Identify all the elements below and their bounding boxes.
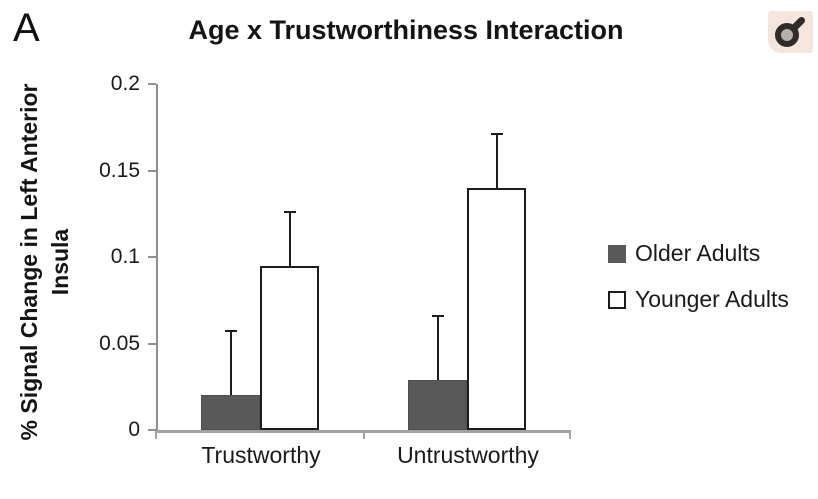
legend-item-older-adults: Older Adults <box>608 240 789 267</box>
bar-younger-adults-untrustworthy <box>467 187 526 430</box>
legend-swatch-older-adults <box>608 244 626 263</box>
x-axis-tick-1 <box>363 433 365 439</box>
legend-label-younger-adults: Younger Adults <box>635 286 789 312</box>
x-category-label-untrustworthy: Untrustworthy <box>397 442 539 468</box>
legend-swatch-younger-adults <box>608 290 626 309</box>
error-bar-cap-older-adults-trustworthy <box>224 330 237 333</box>
legend: Older Adults Younger Adults <box>608 240 789 313</box>
x-category-label-trustworthy: Trustworthy <box>201 442 321 468</box>
error-bar-cap-older-adults-untrustworthy <box>431 314 444 317</box>
x-axis-tick-0 <box>155 433 157 439</box>
bar-younger-adults-trustworthy <box>260 265 319 430</box>
error-bar-younger-adults-untrustworthy <box>495 134 498 188</box>
error-bar-younger-adults-trustworthy <box>288 212 291 266</box>
x-axis-tick-2 <box>569 433 571 439</box>
male-symbol-icon <box>768 11 813 53</box>
error-bar-older-adults-trustworthy <box>229 331 232 396</box>
bar-older-adults-trustworthy <box>201 395 260 430</box>
y-axis-title-line1: % Signal Change in Left Anterior <box>15 83 42 441</box>
y-tick-label-2: 0.1 <box>110 245 140 268</box>
y-tick-label-4: 0.2 <box>110 72 140 95</box>
legend-label-older-adults: Older Adults <box>635 240 761 266</box>
y-tick-label-3: 0.15 <box>99 158 140 182</box>
y-axis-tick-0 <box>148 429 156 431</box>
y-tick-label-0: 0 <box>128 418 140 441</box>
panel-label: A <box>13 6 40 50</box>
error-bar-older-adults-untrustworthy <box>436 315 439 380</box>
bar-older-adults-untrustworthy <box>408 379 467 430</box>
error-bar-cap-younger-adults-trustworthy <box>283 211 296 214</box>
error-bar-cap-younger-adults-untrustworthy <box>490 133 503 136</box>
y-axis-tick-3 <box>148 169 156 172</box>
y-tick-label-1: 0.05 <box>99 331 140 355</box>
y-axis-tick-4 <box>148 83 156 85</box>
legend-item-younger-adults: Younger Adults <box>608 286 789 313</box>
y-axis-line <box>156 84 158 432</box>
y-axis-tick-1 <box>148 342 156 345</box>
y-axis-tick-2 <box>148 256 156 258</box>
x-axis-line <box>155 430 571 433</box>
chart-title: Age x Trustworthiness Interaction <box>188 15 624 45</box>
